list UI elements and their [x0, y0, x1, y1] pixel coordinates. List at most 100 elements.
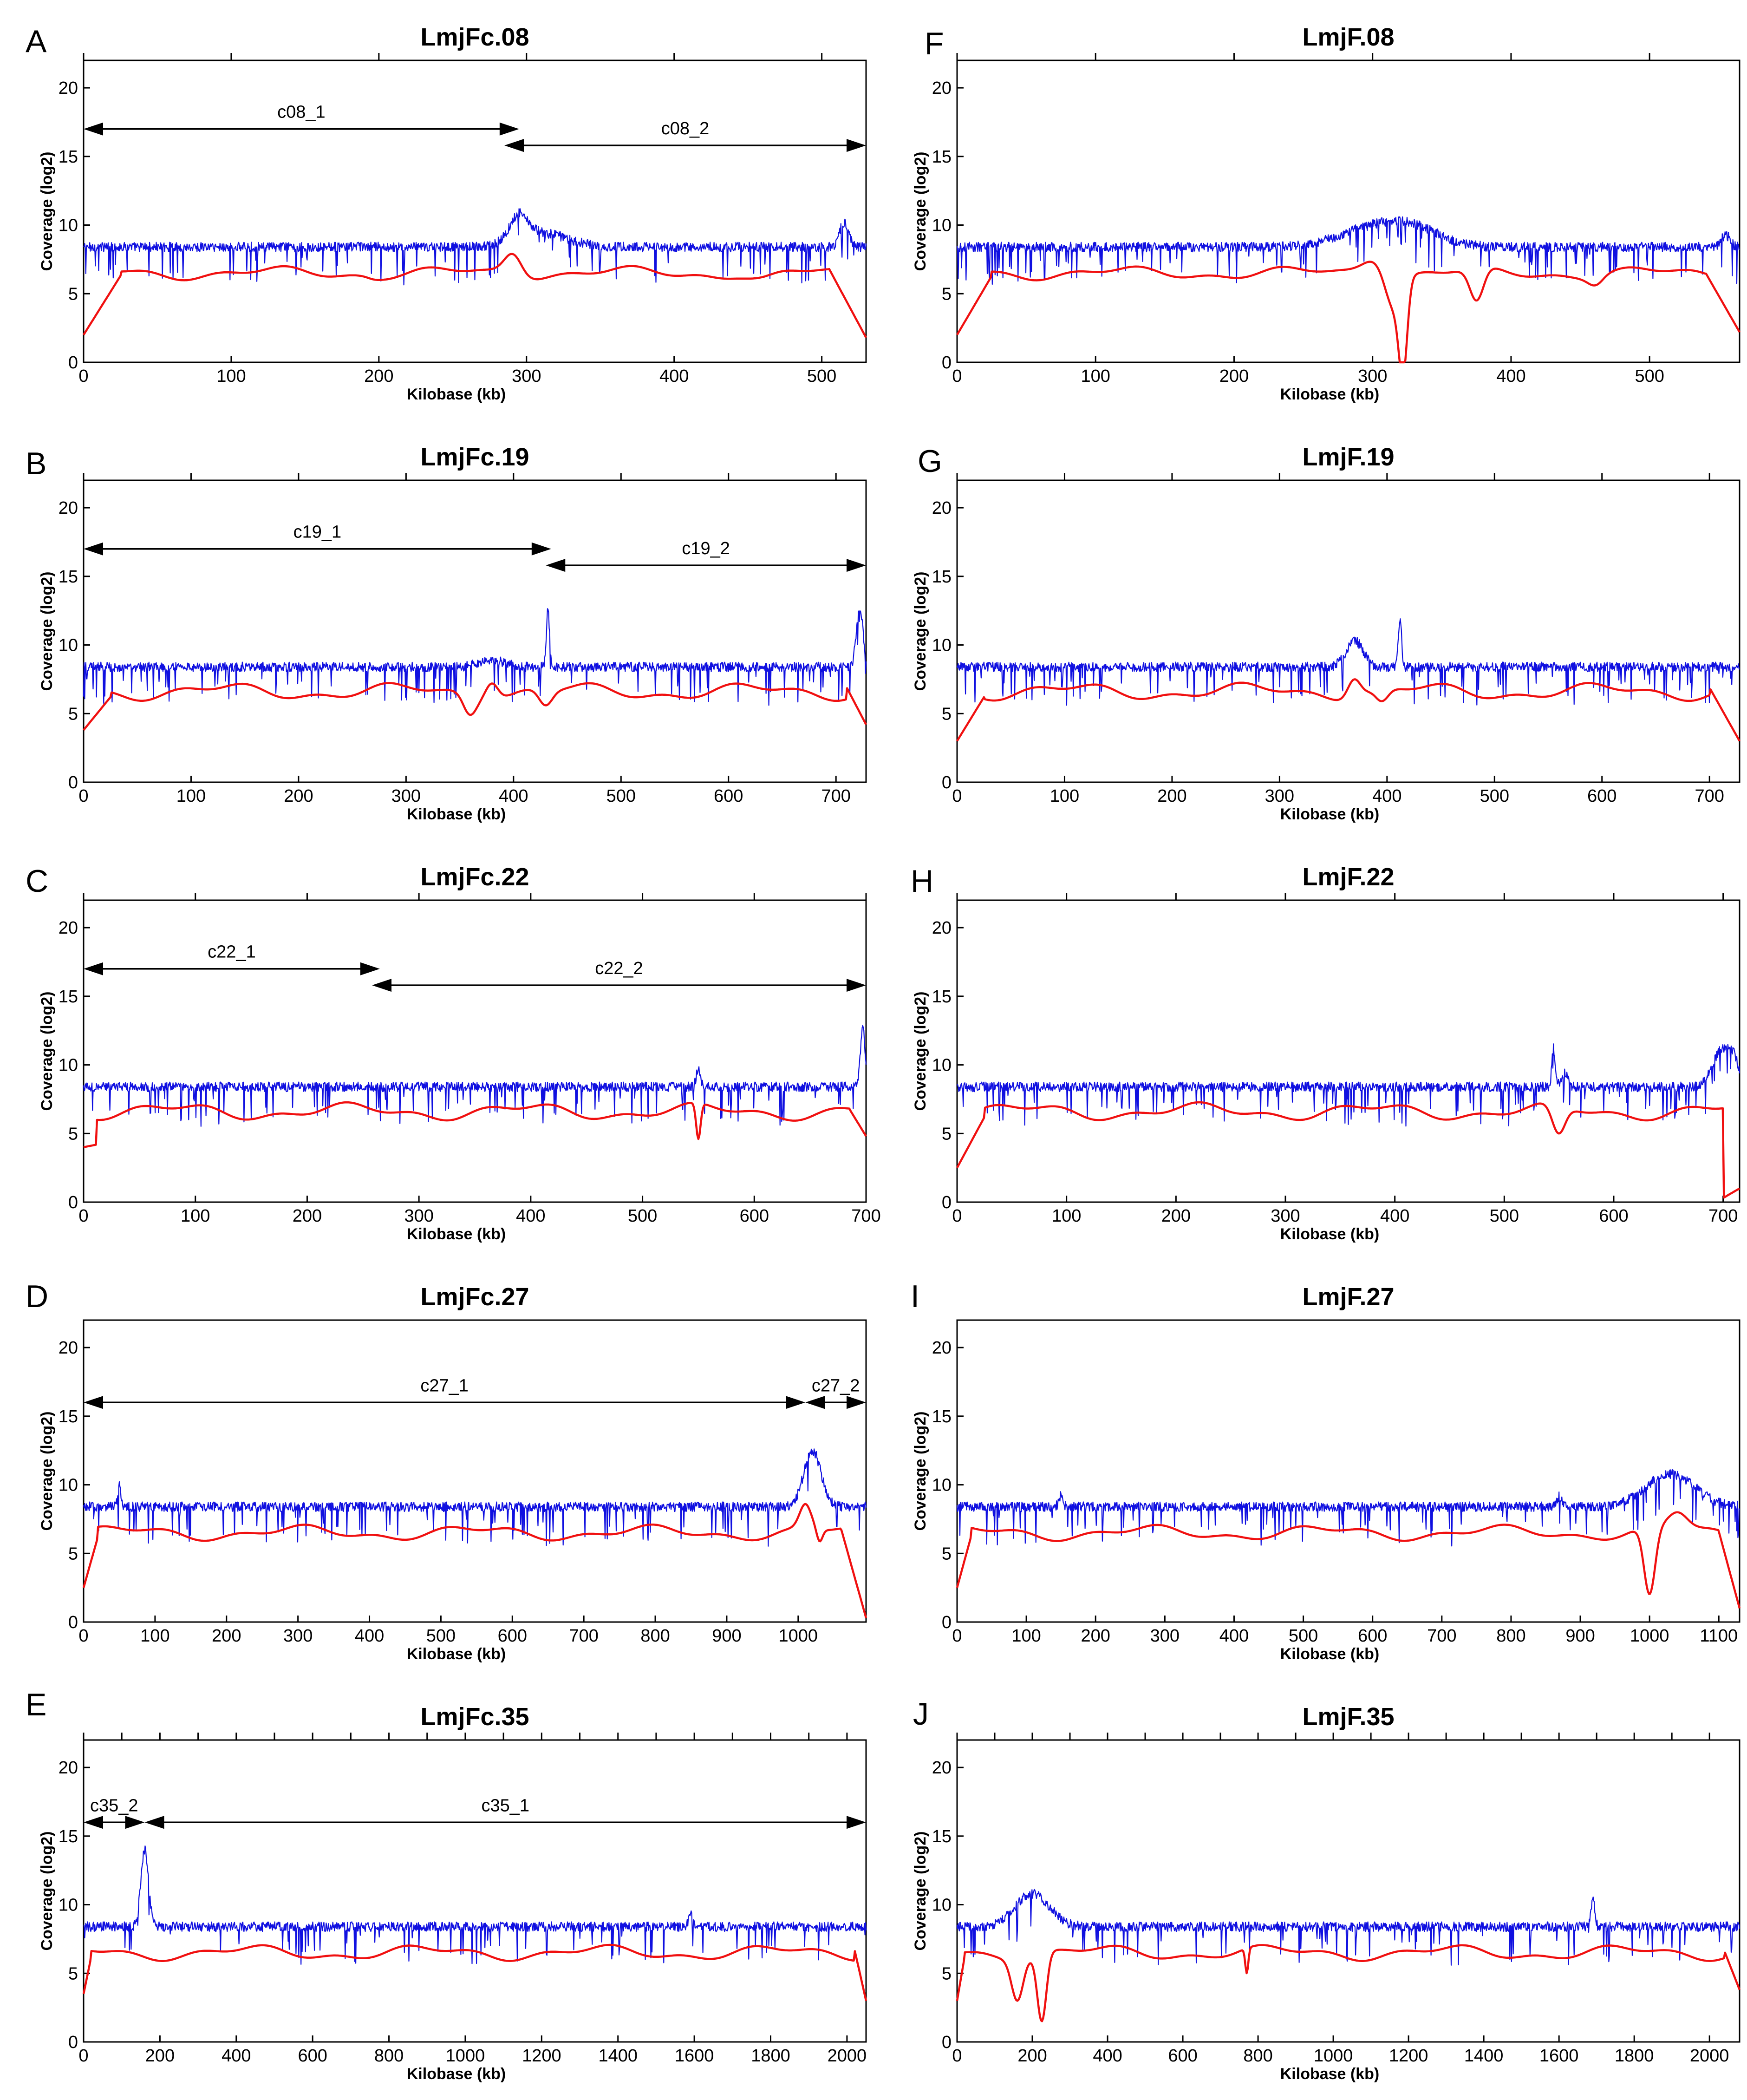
x-tick-label: 300: [1358, 366, 1387, 386]
x-tick-label: 400: [1372, 786, 1402, 806]
y-tick-label: 0: [68, 773, 78, 792]
y-tick-label: 20: [932, 918, 952, 938]
x-tick-label: 400: [659, 366, 689, 386]
x-tick-label: 200: [364, 366, 393, 386]
contig-label: c27_1: [420, 1376, 469, 1395]
red-coverage-line: [82, 1943, 867, 2001]
x-tick-label: 0: [78, 1626, 88, 1646]
x-tick-label: 1800: [1615, 2046, 1654, 2066]
y-axis-label: Coverage (log2): [38, 1832, 56, 1951]
blue-coverage-line: [83, 208, 867, 286]
red-coverage-line: [83, 682, 867, 731]
contig-arrow-head-right: [847, 1396, 866, 1409]
y-axis-label: Coverage (log2): [912, 152, 929, 271]
y-tick-label: 5: [68, 284, 78, 304]
panel-letter: I: [911, 1279, 919, 1314]
y-tick-label: 5: [68, 1544, 78, 1564]
plot-frame: [956, 479, 1740, 783]
x-tick-label: 300: [1271, 1206, 1300, 1226]
blue-coverage-line: [956, 216, 1740, 285]
y-tick-label: 20: [59, 1338, 78, 1358]
chart-title: LmjF.35: [1302, 1703, 1394, 1731]
x-tick-label: 0: [952, 2046, 962, 2066]
y-tick-label: 5: [68, 1124, 78, 1144]
y-tick-label: 5: [942, 284, 952, 304]
x-tick-label: 0: [952, 1626, 962, 1646]
blue-coverage-line: [83, 1025, 867, 1127]
red-coverage-line: [956, 1944, 1741, 2022]
panel-letter: C: [26, 864, 49, 899]
x-tick-label: 100: [216, 366, 246, 386]
plot-frame: [83, 1319, 867, 1623]
y-tick-label: 15: [59, 147, 78, 167]
y-tick-label: 20: [932, 79, 952, 98]
x-tick-label: 400: [222, 2046, 251, 2066]
y-tick-label: 15: [59, 1407, 78, 1426]
x-tick-label: 100: [181, 1206, 210, 1226]
x-tick-label: 1600: [1539, 2046, 1579, 2066]
contig-arrow-head-left: [84, 1816, 103, 1829]
panel-letter: A: [26, 24, 47, 59]
panel-letter: D: [26, 1279, 49, 1314]
contig-label: c35_2: [90, 1796, 138, 1815]
y-axis-label: Coverage (log2): [912, 1832, 929, 1951]
y-tick-label: 5: [68, 1964, 78, 1983]
y-tick-label: 10: [59, 1896, 78, 1915]
y-tick-label: 5: [942, 704, 952, 724]
y-tick-label: 10: [59, 636, 78, 655]
y-tick-label: 20: [59, 1758, 78, 1778]
x-tick-label: 1400: [598, 2046, 638, 2066]
x-tick-label: 700: [1708, 1206, 1738, 1226]
y-tick-label: 20: [59, 918, 78, 938]
contig-arrow-head-left: [84, 122, 103, 136]
contig-arrow-head-left: [144, 1816, 164, 1829]
x-tick-label: 400: [1380, 1206, 1409, 1226]
y-tick-label: 15: [59, 987, 78, 1007]
red-coverage-line: [956, 261, 1740, 364]
plot-frame: [83, 59, 867, 363]
blue-coverage-line: [956, 1889, 1740, 1966]
x-tick-label: 100: [1052, 1206, 1081, 1226]
y-tick-label: 15: [59, 567, 78, 587]
x-axis-label: Kilobase (kb): [1280, 805, 1379, 823]
x-tick-label: 800: [374, 2046, 404, 2066]
y-tick-label: 5: [942, 1124, 952, 1144]
x-tick-label: 900: [712, 1626, 741, 1646]
x-tick-label: 500: [628, 1206, 657, 1226]
y-tick-label: 0: [68, 353, 78, 373]
y-tick-label: 5: [942, 1544, 952, 1564]
chart-title: LmjF.08: [1302, 23, 1394, 51]
plot-frame: [83, 479, 867, 783]
chart-title: LmjFc.27: [420, 1283, 529, 1311]
x-tick-label: 1000: [1314, 2046, 1353, 2066]
contig-arrow-head-right: [499, 122, 519, 136]
x-axis-label: Kilobase (kb): [1280, 386, 1379, 403]
x-tick-label: 500: [426, 1626, 456, 1646]
contig-label: c08_2: [661, 119, 710, 138]
blue-coverage-line: [956, 618, 1740, 706]
chart-title: LmjF.19: [1302, 443, 1394, 471]
y-tick-label: 10: [59, 1056, 78, 1075]
x-tick-label: 1800: [751, 2046, 790, 2066]
x-tick-label: 600: [1599, 1206, 1628, 1226]
contig-arrow-head-right: [360, 962, 380, 975]
y-tick-label: 0: [942, 353, 952, 373]
x-tick-label: 400: [499, 786, 528, 806]
plot-frame: [83, 1739, 867, 2043]
x-tick-label: 200: [212, 1626, 241, 1646]
x-tick-label: 400: [1219, 1626, 1249, 1646]
x-axis-label: Kilobase (kb): [407, 2065, 506, 2083]
y-axis-label: Coverage (log2): [38, 992, 56, 1111]
y-tick-label: 0: [68, 1193, 78, 1212]
panel-letter: G: [918, 444, 942, 479]
red-coverage-line: [956, 1511, 1741, 1609]
x-axis-label: Kilobase (kb): [407, 805, 506, 823]
red-coverage-line: [82, 1503, 867, 1618]
plot-frame: [956, 59, 1740, 363]
